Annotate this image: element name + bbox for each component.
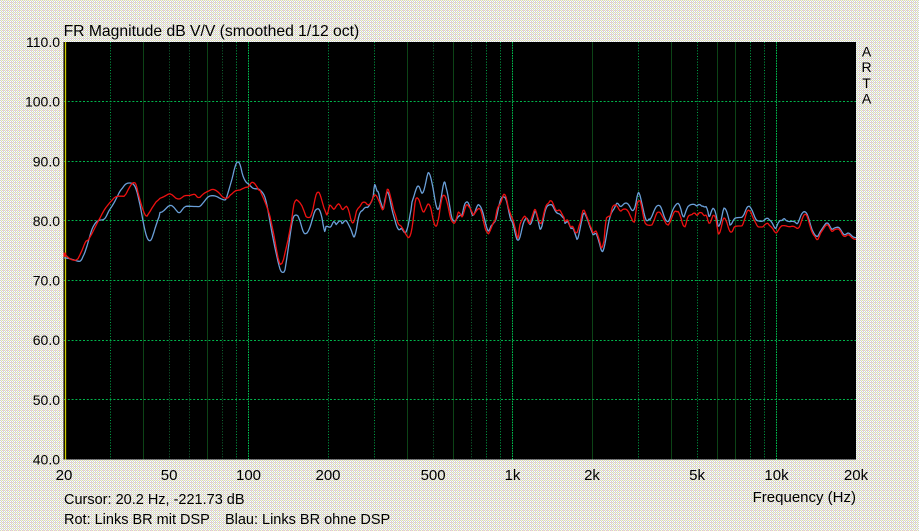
svg-text:FR Magnitude dB V/V (smoothed: FR Magnitude dB V/V (smoothed 1/12 oct) (64, 23, 360, 40)
svg-text:20: 20 (56, 467, 73, 484)
svg-text:110.0: 110.0 (26, 34, 60, 50)
svg-text:A: A (862, 43, 872, 59)
svg-text:40.0: 40.0 (33, 452, 60, 468)
svg-text:50.0: 50.0 (33, 392, 60, 408)
svg-text:100: 100 (236, 467, 261, 484)
svg-text:20k: 20k (844, 467, 869, 484)
svg-text:5k: 5k (689, 467, 705, 484)
svg-text:Cursor: 20.2 Hz, -221.73 dB: Cursor: 20.2 Hz, -221.73 dB (64, 492, 245, 508)
svg-text:60.0: 60.0 (33, 332, 60, 348)
svg-text:10k: 10k (764, 467, 789, 484)
svg-text:200: 200 (315, 467, 340, 484)
svg-text:T: T (862, 75, 871, 91)
svg-text:70.0: 70.0 (33, 273, 60, 289)
svg-text:A: A (862, 91, 872, 107)
svg-text:Rot: Links BR mit DSP Blau:: Rot: Links BR mit DSP Blau: Links BR ohn… (64, 512, 390, 528)
svg-text:500: 500 (421, 467, 446, 484)
svg-text:80.0: 80.0 (33, 213, 60, 229)
svg-text:100.0: 100.0 (25, 94, 60, 110)
svg-text:90.0: 90.0 (33, 153, 60, 169)
svg-text:2k: 2k (584, 467, 600, 484)
svg-text:1k: 1k (505, 467, 521, 484)
svg-text:Frequency (Hz): Frequency (Hz) (753, 489, 856, 506)
svg-text:50: 50 (161, 467, 178, 484)
svg-text:R: R (861, 59, 871, 75)
